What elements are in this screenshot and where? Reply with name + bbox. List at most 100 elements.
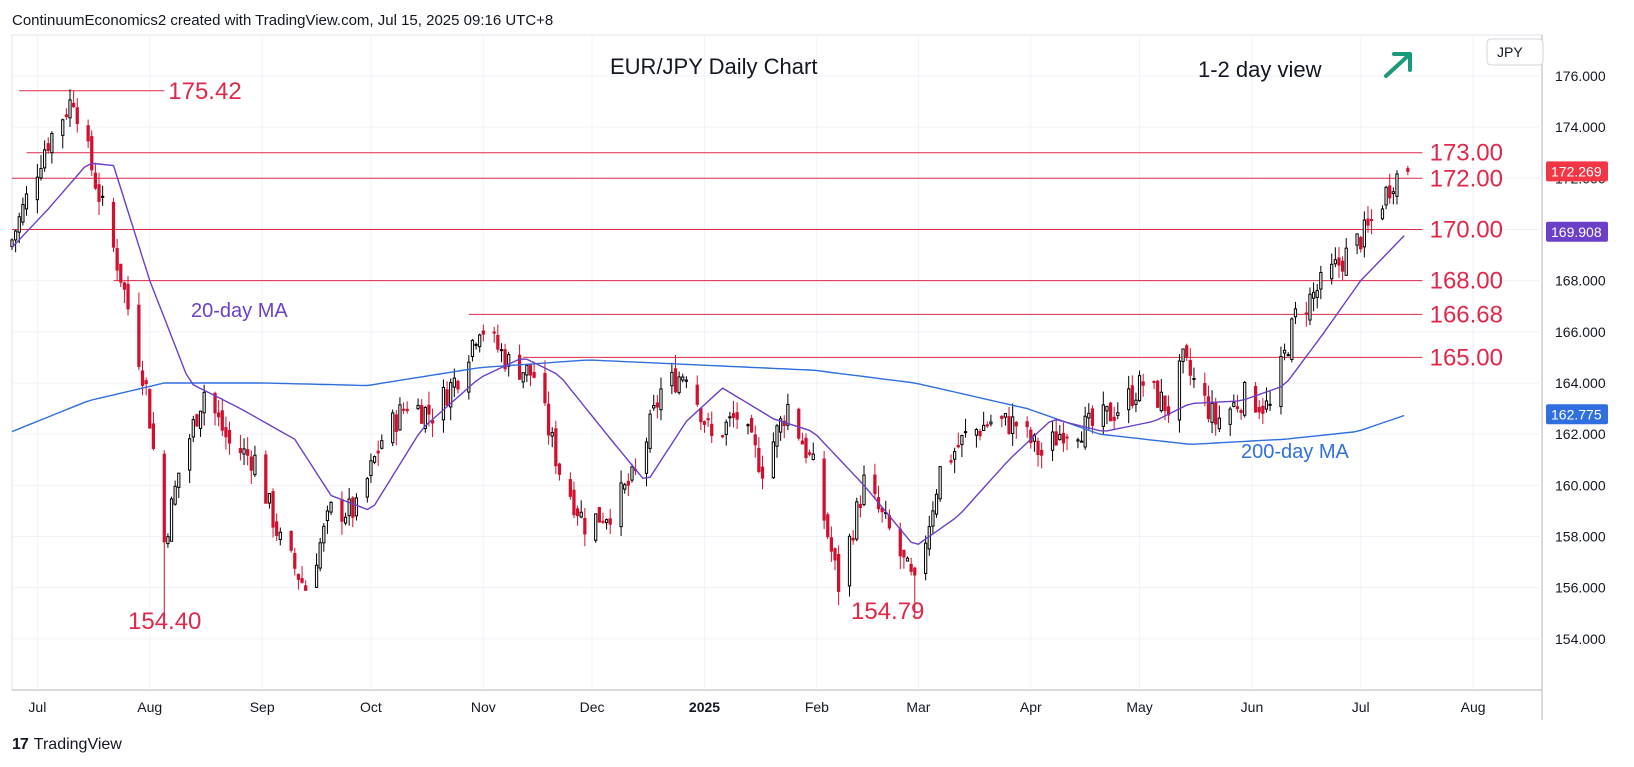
candle-body xyxy=(575,508,580,517)
candle-body xyxy=(1304,312,1308,315)
candle-body xyxy=(351,497,355,518)
x-tick-label: 2025 xyxy=(689,699,720,715)
candle-body xyxy=(1116,412,1120,417)
level-label: 172.00 xyxy=(1430,165,1503,192)
candle-body xyxy=(855,501,859,540)
candle-body xyxy=(35,176,40,201)
candle-body xyxy=(554,428,558,467)
x-tick-label: Dec xyxy=(580,699,605,715)
candle-body xyxy=(1192,377,1196,380)
candle-body xyxy=(953,451,957,460)
candle-body xyxy=(420,405,424,424)
candle-body xyxy=(924,542,928,574)
candle-body xyxy=(837,553,841,592)
candle-body xyxy=(97,184,101,202)
candle-body xyxy=(1079,440,1084,443)
candle-body xyxy=(14,230,18,241)
candle-body xyxy=(724,421,728,436)
candle-body xyxy=(144,380,148,385)
currency-label: JPY xyxy=(1497,44,1523,60)
x-tick-label: Sep xyxy=(250,699,275,715)
candle-body xyxy=(568,479,572,497)
ma20-label: 20-day MA xyxy=(191,300,288,322)
arrow-up-right-icon xyxy=(1384,52,1412,78)
candle-body xyxy=(1362,219,1366,248)
x-tick-label: Jun xyxy=(1241,699,1264,715)
candle-body xyxy=(786,403,790,426)
x-tick-label: Aug xyxy=(137,699,162,715)
candle-body xyxy=(115,247,119,271)
candle-body xyxy=(601,520,605,523)
candle-body xyxy=(1359,236,1363,250)
candle-body xyxy=(90,136,94,171)
candle-body xyxy=(470,339,475,358)
candle-body xyxy=(1261,405,1265,414)
candle-body xyxy=(46,143,50,151)
candle-body xyxy=(1058,433,1062,441)
candle-body xyxy=(1344,247,1348,276)
candle-body xyxy=(1090,408,1095,426)
candle-body xyxy=(1206,396,1211,420)
candle-body xyxy=(1065,436,1069,439)
candle-body xyxy=(1210,402,1214,423)
candle-body xyxy=(227,429,232,444)
price-badge xyxy=(1546,404,1608,425)
candle-body xyxy=(169,498,174,542)
candle-body xyxy=(1286,354,1290,357)
level-label: 173.00 xyxy=(1430,140,1503,167)
candle-body xyxy=(278,531,282,540)
candle-body xyxy=(1101,404,1105,427)
candle-body xyxy=(779,418,783,433)
candle-body xyxy=(391,412,395,444)
candle-body xyxy=(253,454,257,476)
candle-body xyxy=(720,435,725,438)
candle-body xyxy=(1054,431,1058,446)
candle-body xyxy=(1337,257,1341,266)
footer-brand-label: TradingView xyxy=(33,736,122,753)
candle-body xyxy=(1083,415,1087,448)
candle-body xyxy=(365,478,369,498)
candle-body xyxy=(1235,406,1240,410)
candle-body xyxy=(1188,360,1192,376)
candle-body xyxy=(64,114,69,118)
candle-body xyxy=(1366,218,1370,226)
candle-body xyxy=(949,460,953,463)
candle-body xyxy=(1232,402,1236,407)
candle-body xyxy=(394,414,398,432)
candle-body xyxy=(728,416,732,419)
candle-body xyxy=(43,149,47,169)
candle-body xyxy=(572,489,576,516)
candle-body xyxy=(710,423,714,437)
candle-body xyxy=(86,125,90,142)
candle-body xyxy=(1163,395,1167,412)
candle-body xyxy=(1130,385,1134,406)
candle-body xyxy=(1112,416,1116,421)
candle-body xyxy=(1185,345,1189,359)
candle-body xyxy=(474,343,478,346)
candle-body xyxy=(445,389,449,406)
candle-body xyxy=(416,404,420,410)
candle-body xyxy=(1003,412,1008,418)
candle-body xyxy=(670,371,674,387)
candle-body xyxy=(521,372,525,383)
x-tick-label: Jul xyxy=(1352,699,1370,715)
candle-body xyxy=(1011,416,1015,434)
price-badge-label: 172.269 xyxy=(1551,163,1602,179)
candle-body xyxy=(1050,431,1055,451)
low-label-aug: 154.40 xyxy=(128,608,201,635)
candle-body xyxy=(213,392,217,414)
candle-body xyxy=(376,450,380,454)
candle-body xyxy=(1355,233,1359,246)
candle-body xyxy=(68,99,72,119)
candle-body xyxy=(1330,263,1334,280)
candle-body xyxy=(325,510,330,522)
candle-body xyxy=(557,463,562,475)
candle-body xyxy=(648,413,652,449)
candle-body xyxy=(1391,191,1395,195)
candle-body xyxy=(873,474,877,495)
candle-body xyxy=(441,386,446,421)
candle-body xyxy=(1025,421,1029,428)
ma200-label: 200-day MA xyxy=(1241,441,1349,463)
footer-brand[interactable]: 17 TradingView xyxy=(12,736,122,754)
